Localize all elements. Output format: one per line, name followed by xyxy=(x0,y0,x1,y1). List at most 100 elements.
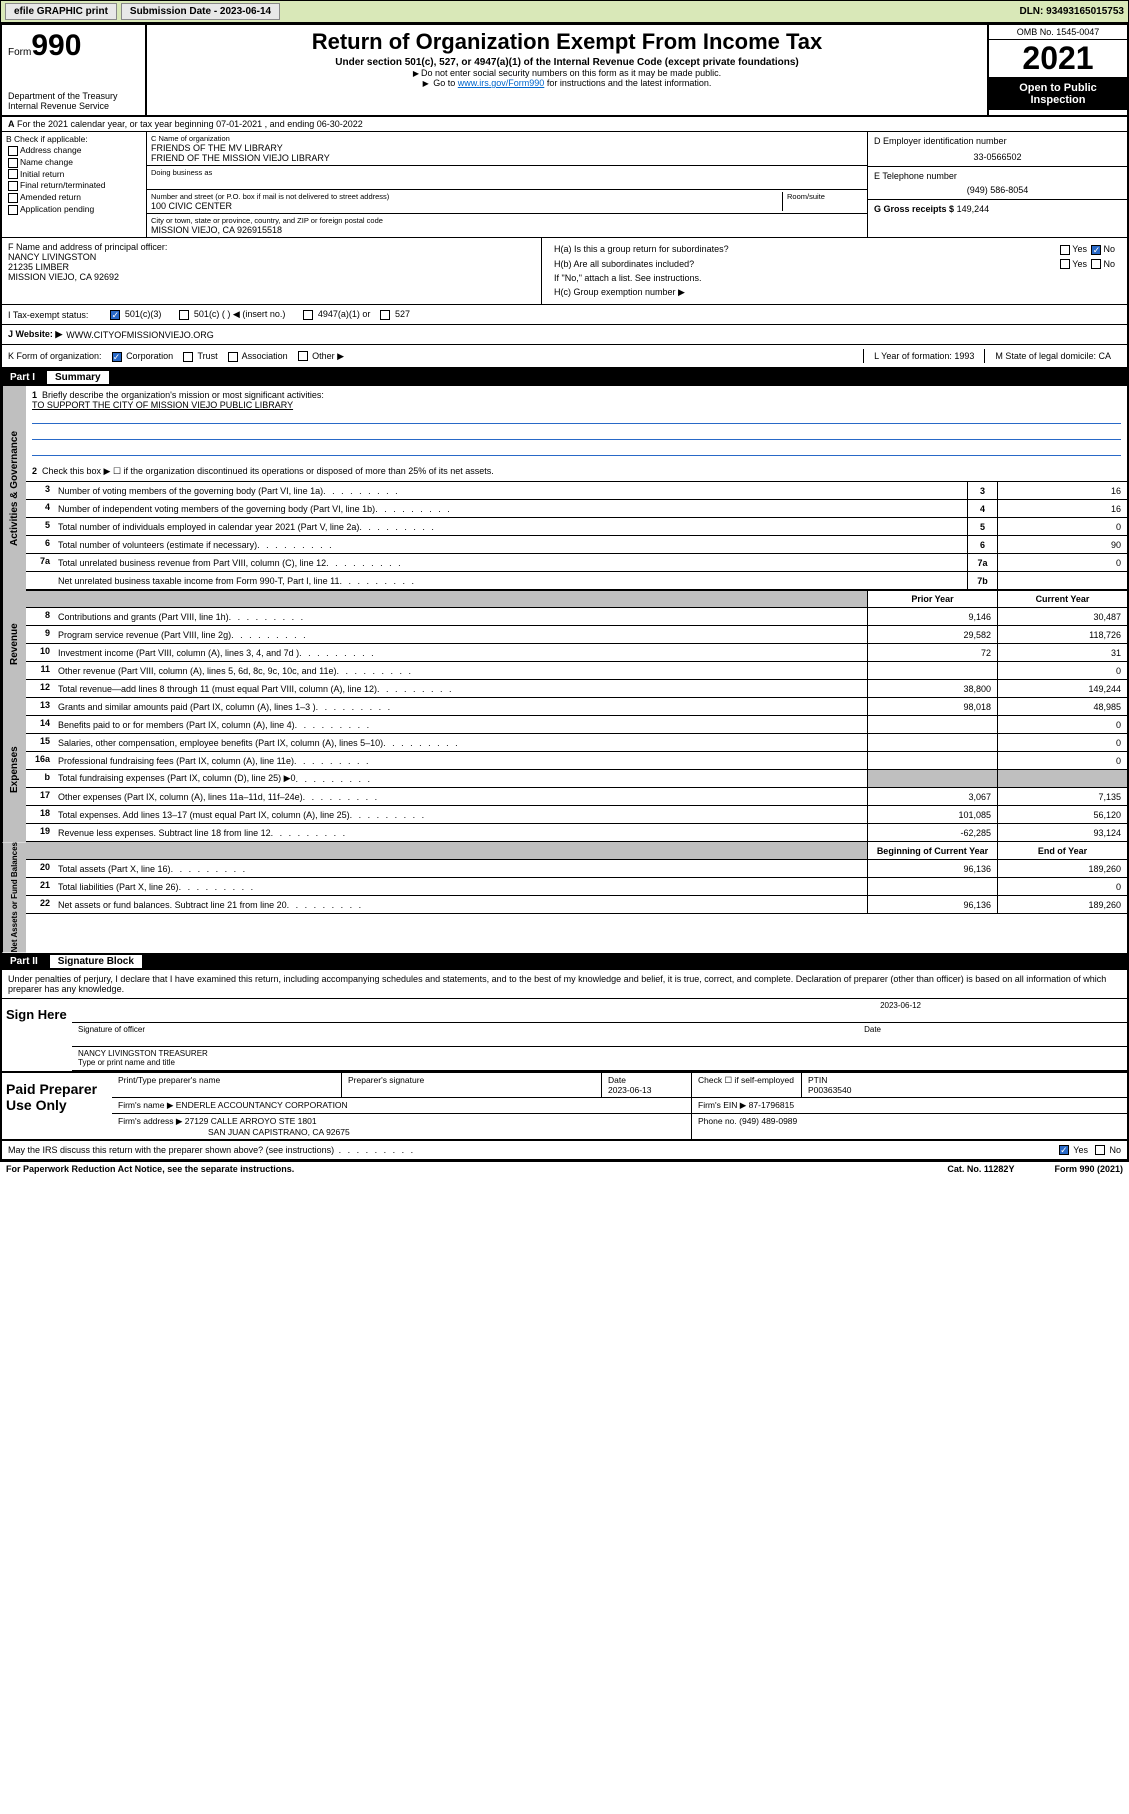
kform-assoc[interactable]: Association xyxy=(242,351,288,361)
pra-text: For Paperwork Reduction Act Notice, see … xyxy=(6,1164,294,1174)
line2-text: Check this box ▶ ☐ if the organization d… xyxy=(42,466,494,476)
hc-label: H(c) Group exemption number ▶ xyxy=(548,285,1121,300)
name-label: C Name of organization xyxy=(151,134,863,143)
table-row: Net unrelated business taxable income fr… xyxy=(26,572,1127,590)
city-state-zip: MISSION VIEJO, CA 926915518 xyxy=(151,225,863,235)
row-j: J Website: ▶ WWW.CITYOFMISSIONVIEJO.ORG xyxy=(2,325,1127,345)
firm-addr-label: Firm's address ▶ xyxy=(118,1116,182,1126)
ha-no[interactable]: No xyxy=(1103,244,1115,254)
mission-label: Briefly describe the organization's miss… xyxy=(42,390,324,400)
gross-value: 149,244 xyxy=(957,204,990,214)
website-value: WWW.CITYOFMISSIONVIEJO.ORG xyxy=(66,330,214,340)
header-middle: Return of Organization Exempt From Incom… xyxy=(147,25,987,115)
printed-name: NANCY LIVINGSTON TREASURER xyxy=(78,1049,208,1058)
table-row: 12Total revenue—add lines 8 through 11 (… xyxy=(26,680,1127,698)
firm-addr1: 27129 CALLE ARROYO STE 1801 xyxy=(185,1116,317,1126)
firm-phone: (949) 489-0989 xyxy=(739,1116,797,1126)
dba-label: Doing business as xyxy=(151,168,863,177)
table-row: 6Total number of volunteers (estimate if… xyxy=(26,536,1127,554)
form-container: Form990 Department of the Treasury Inter… xyxy=(0,23,1129,1162)
table-row: 19Revenue less expenses. Subtract line 1… xyxy=(26,824,1127,842)
year-formation-label: L Year of formation: xyxy=(874,351,952,361)
table-row: 8Contributions and grants (Part VIII, li… xyxy=(26,608,1127,626)
box-de: D Employer identification number 33-0566… xyxy=(867,132,1127,237)
tab-expenses: Expenses xyxy=(2,698,26,842)
kform-other[interactable]: Other ▶ xyxy=(312,351,344,361)
pp-date-label: Date xyxy=(608,1075,626,1085)
table-row: 13Grants and similar amounts paid (Part … xyxy=(26,698,1127,716)
efile-button[interactable]: efile GRAPHIC print xyxy=(5,3,117,20)
dept-text: Department of the Treasury xyxy=(8,91,139,101)
cb-name[interactable]: Name change xyxy=(6,157,142,168)
discuss-text: May the IRS discuss this return with the… xyxy=(8,1145,415,1156)
ha-yes[interactable]: Yes xyxy=(1072,244,1087,254)
irs-link[interactable]: www.irs.gov/Form990 xyxy=(458,78,545,88)
pp-check[interactable]: Check ☐ if self-employed xyxy=(698,1075,794,1085)
hb-no[interactable]: No xyxy=(1103,259,1115,269)
part1-governance: Activities & Governance 1 Briefly descri… xyxy=(2,386,1127,590)
domicile-value: CA xyxy=(1098,351,1111,361)
cb-initial[interactable]: Initial return xyxy=(6,169,142,180)
cb-pending[interactable]: Application pending xyxy=(6,204,142,215)
tax-year: 2021 xyxy=(989,40,1127,78)
hb-yes[interactable]: Yes xyxy=(1072,259,1087,269)
ein-label: D Employer identification number xyxy=(874,136,1121,146)
discuss-no[interactable]: No xyxy=(1109,1145,1121,1155)
status-501c[interactable]: 501(c) ( ) ◀ (insert no.) xyxy=(194,309,285,319)
row-a: A For the 2021 calendar year, or tax yea… xyxy=(2,117,1127,132)
cb-final[interactable]: Final return/terminated xyxy=(6,180,142,191)
table-row: bTotal fundraising expenses (Part IX, co… xyxy=(26,770,1127,788)
form-ref: Form 990 (2021) xyxy=(1054,1164,1123,1174)
footer-discuss: May the IRS discuss this return with the… xyxy=(2,1141,1127,1161)
status-4947[interactable]: 4947(a)(1) or xyxy=(318,309,371,319)
part1-name: Summary xyxy=(47,371,109,384)
part1-expenses: Expenses 13Grants and similar amounts pa… xyxy=(2,698,1127,842)
header-left: Form990 Department of the Treasury Inter… xyxy=(2,25,147,115)
table-row: 17Other expenses (Part IX, column (A), l… xyxy=(26,788,1127,806)
cb-address[interactable]: Address change xyxy=(6,145,142,156)
row-klm: K Form of organization: ✓ Corporation Tr… xyxy=(2,345,1127,369)
kform-corp[interactable]: Corporation xyxy=(126,351,173,361)
kform-trust[interactable]: Trust xyxy=(197,351,217,361)
form-label: Form xyxy=(8,47,31,58)
table-row: 11Other revenue (Part VIII, column (A), … xyxy=(26,662,1127,680)
sig-date-label: Date xyxy=(864,1025,881,1034)
firm-phone-label: Phone no. xyxy=(698,1116,737,1126)
status-501c3[interactable]: 501(c)(3) xyxy=(125,309,162,319)
footer-bottom: For Paperwork Reduction Act Notice, see … xyxy=(0,1162,1129,1176)
pp-ptin-label: PTIN xyxy=(808,1075,827,1085)
gross-label: G Gross receipts $ xyxy=(874,204,954,214)
note2-post: for instructions and the latest informat… xyxy=(544,78,711,88)
year-formation-value: 1993 xyxy=(954,351,974,361)
note-1: Do not enter social security numbers on … xyxy=(155,68,979,78)
part1-title: Part I xyxy=(10,372,35,383)
sig-officer-label: Signature of officer xyxy=(78,1025,145,1034)
tab-revenue: Revenue xyxy=(2,590,26,698)
status-527[interactable]: 527 xyxy=(395,309,410,319)
cb-amended[interactable]: Amended return xyxy=(6,192,142,203)
table-row: 21Total liabilities (Part X, line 26) 0 xyxy=(26,878,1127,896)
pp-sig-label: Preparer's signature xyxy=(348,1075,424,1085)
part2-header: Part II Signature Block xyxy=(2,953,1127,970)
dln-text: DLN: 93493165015753 xyxy=(1019,6,1124,17)
part1-revenue: Revenue Prior Year Current Year 8Contrib… xyxy=(2,590,1127,698)
table-row: 4Number of independent voting members of… xyxy=(26,500,1127,518)
paid-preparer-label: Paid Preparer Use Only xyxy=(2,1073,112,1139)
part2-title: Part II xyxy=(10,956,38,967)
row-a-text: For the 2021 calendar year, or tax year … xyxy=(17,119,363,129)
table-row: 14Benefits paid to or for members (Part … xyxy=(26,716,1127,734)
firm-ein: 87-1796815 xyxy=(749,1100,794,1110)
table-row: 10Investment income (Part VIII, column (… xyxy=(26,644,1127,662)
officer-name: NANCY LIVINGSTON xyxy=(8,252,535,262)
phone-label: E Telephone number xyxy=(874,171,1121,181)
ein-value: 33-0566502 xyxy=(874,152,1121,162)
officer-label: F Name and address of principal officer: xyxy=(8,242,535,252)
printed-label: Type or print name and title xyxy=(78,1058,175,1067)
row-i: I Tax-exempt status: ✓ 501(c)(3) 501(c) … xyxy=(2,305,1127,325)
prior-year-hdr: Prior Year xyxy=(867,591,997,607)
discuss-yes[interactable]: Yes xyxy=(1073,1145,1088,1155)
form-number: 990 xyxy=(31,29,81,62)
tab-netassets: Net Assets or Fund Balances xyxy=(2,842,26,952)
submission-button[interactable]: Submission Date - 2023-06-14 xyxy=(121,3,280,20)
form-subtitle: Under section 501(c), 527, or 4947(a)(1)… xyxy=(155,57,979,68)
